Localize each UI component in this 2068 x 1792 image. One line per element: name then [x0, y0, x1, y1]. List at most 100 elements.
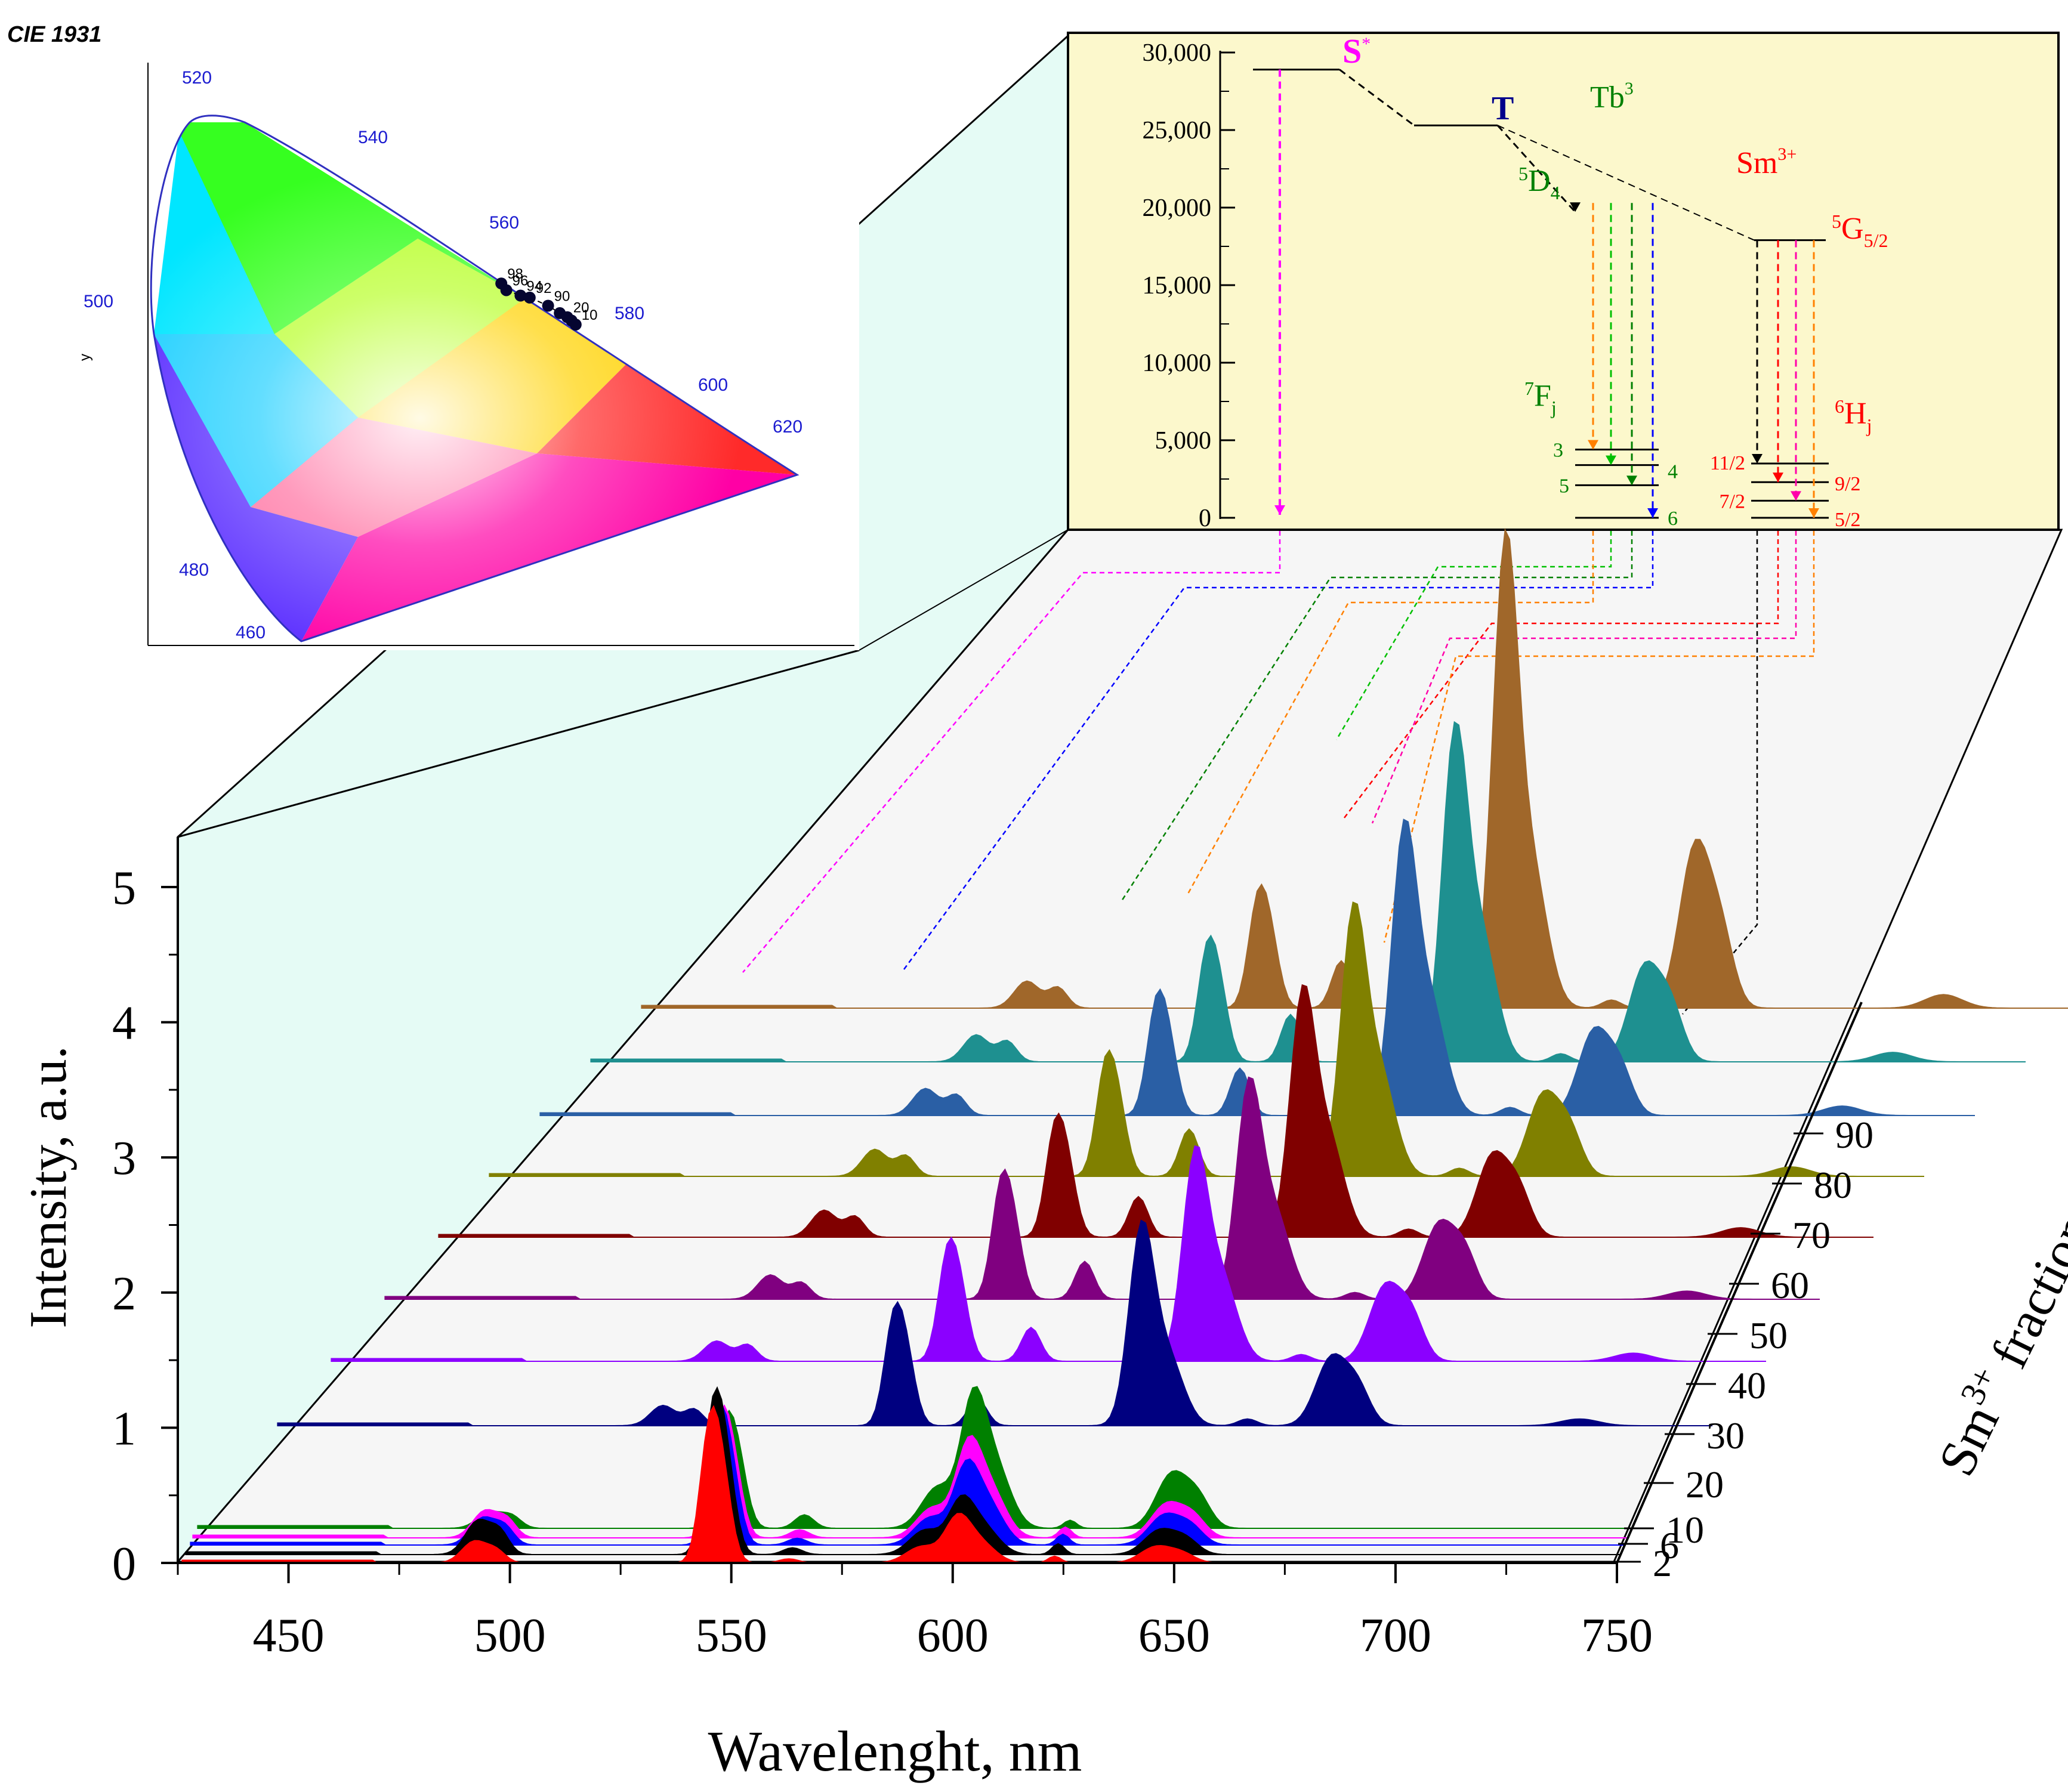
- cie-locus-label: 460: [236, 623, 266, 642]
- tb-level-label: 5: [1559, 475, 1569, 497]
- z-axis-label: Sm3+ fraction, %: [1922, 1139, 2068, 1484]
- y-tick-label: 0: [112, 1538, 136, 1590]
- energy-arrow-head: [1647, 508, 1658, 518]
- x-axis-label: Wavelenght, nm: [708, 1719, 1082, 1783]
- cie-locus-outline: [150, 115, 800, 642]
- z-tick-label: 6: [1660, 1524, 1679, 1567]
- cie-locus-label: 620: [773, 417, 802, 437]
- leader-line: [1335, 531, 1612, 740]
- z-axis: [1616, 1002, 1863, 1564]
- energy-arrow-head: [1588, 440, 1598, 450]
- cie-title: CIE 1931: [7, 22, 101, 47]
- cie-point: [500, 284, 513, 296]
- z-tick-label: 60: [1771, 1264, 1809, 1306]
- energy-diagram: 0 5,000 10,000 15,000 20,000 25,000 30,000 S* T…: [177, 32, 2060, 1015]
- spectrum-30: [331, 1145, 1766, 1362]
- cie-inset: CIE 1931 y 460 480 500 520 540 560 580 600 620 9…: [0, 0, 859, 650]
- cie-point: [542, 299, 554, 312]
- energy-arrow-head: [1773, 472, 1783, 483]
- energy-label: Sm3+: [1736, 144, 1797, 180]
- leader-line: [1342, 531, 1779, 821]
- sm-level-label: 5/2: [1835, 509, 1860, 531]
- energy-tick-label: 0: [1199, 505, 1211, 532]
- x-tick-label: 650: [1138, 1609, 1210, 1662]
- z-tick-label: 90: [1835, 1114, 1873, 1156]
- energy-transition: [1339, 69, 1415, 126]
- spectra: [181, 527, 2068, 1564]
- cie-point: [569, 319, 582, 331]
- y-tick-label: 3: [112, 1132, 136, 1185]
- energy-tick-label: 15,000: [1143, 272, 1212, 299]
- cie-point-label: 20: [573, 300, 589, 316]
- leader-line: [742, 531, 1281, 973]
- energy-label: 7Fj: [1524, 378, 1557, 418]
- leader-line: [1186, 531, 1594, 895]
- cie-point-label: 90: [554, 288, 570, 304]
- cie-locus-label: 580: [615, 304, 644, 323]
- energy-tick-label: 25,000: [1143, 117, 1212, 144]
- z-axis-label-rest: fraction, %: [1974, 1142, 2068, 1389]
- leader-line: [1383, 531, 1815, 943]
- cie-locus-label: 500: [84, 292, 113, 311]
- tb-level-label: 6: [1668, 508, 1678, 530]
- spectrum-15: [192, 1404, 1628, 1538]
- z-tick-label: 80: [1814, 1164, 1852, 1206]
- spectrum-60: [489, 901, 1924, 1177]
- spectrum-20: [277, 1219, 1712, 1426]
- sm-level-label: 7/2: [1720, 490, 1745, 512]
- cie-point: [523, 291, 536, 304]
- spectrum-10: [190, 1403, 1625, 1546]
- y-tick-label: 5: [112, 862, 136, 914]
- energy-arrow-head: [1570, 202, 1581, 212]
- y-tick-label: 2: [112, 1268, 136, 1320]
- energy-label: 6Hj: [1835, 396, 1872, 436]
- y-axis-label: Intensity, a.u.: [20, 1046, 78, 1328]
- energy-label: T: [1492, 90, 1514, 127]
- cie-point: [514, 289, 527, 302]
- energy-arrow-head: [1274, 505, 1285, 515]
- energy-tick-label: 5,000: [1155, 427, 1212, 455]
- tb-level-label: 4: [1668, 461, 1678, 483]
- x-tick-label: 450: [253, 1609, 325, 1662]
- x-tick-label: 750: [1581, 1609, 1653, 1662]
- cie-point-label: 10: [582, 307, 598, 323]
- cie-connector: [177, 649, 860, 838]
- cie-locus-label: 600: [698, 375, 728, 395]
- energy-panel: [1067, 32, 2060, 531]
- cie-point-label: 92: [536, 280, 552, 296]
- cie-locus-label: 540: [358, 128, 388, 147]
- z-tick-label: 70: [1792, 1214, 1831, 1256]
- spectrum-18: [197, 1386, 1632, 1529]
- z-tick-label: 50: [1749, 1314, 1788, 1357]
- energy-label: 5G5/2: [1832, 211, 1888, 251]
- x-tick-label: 500: [474, 1609, 546, 1662]
- energy-tick-label: 10,000: [1143, 350, 1212, 377]
- energy-arrow-head: [1606, 455, 1616, 465]
- spectrum-50: [438, 984, 1873, 1238]
- y-tick-label: 1: [112, 1402, 136, 1455]
- energy-arrow-head: [1808, 508, 1819, 518]
- z-tick-label: 40: [1728, 1364, 1766, 1407]
- cie-locus-label: 480: [179, 560, 209, 580]
- spectrum-40: [384, 1076, 1820, 1300]
- y-ticks: 0 1 2 3 4 5: [112, 862, 178, 1590]
- cie-connector: [859, 529, 1069, 651]
- sm-level-label: 9/2: [1835, 473, 1860, 495]
- energy-label: Tb3: [1590, 79, 1634, 115]
- sm-level-label: 11/2: [1710, 452, 1745, 474]
- z-tick-label: 20: [1686, 1463, 1724, 1506]
- back-wall-edge: [177, 529, 1069, 1562]
- energy-y-ticks: 0 5,000 10,000 15,000 20,000 25,000 30,000: [1143, 39, 1235, 532]
- energy-arrow-head: [1791, 491, 1801, 501]
- cie-point-label: 96: [513, 273, 529, 289]
- z-tick-label: 30: [1706, 1414, 1745, 1457]
- leader-line: [903, 531, 1654, 970]
- cie-locus-labels: 460 480 500 520 540 560 580 600 620: [84, 68, 802, 642]
- z-tick-label: 10: [1666, 1509, 1704, 1551]
- z-axis-label-sm: Sm: [1928, 1396, 2011, 1485]
- cie-point-label: 98: [507, 266, 523, 282]
- energy-labels: S* T Tb3 Sm3+ 5D4 5G5/2 7Fj 6Hj 3 4 5 6 11/2 9/2 7/2 5/…: [177, 32, 1888, 1015]
- z-tick-label: 2: [1653, 1542, 1672, 1584]
